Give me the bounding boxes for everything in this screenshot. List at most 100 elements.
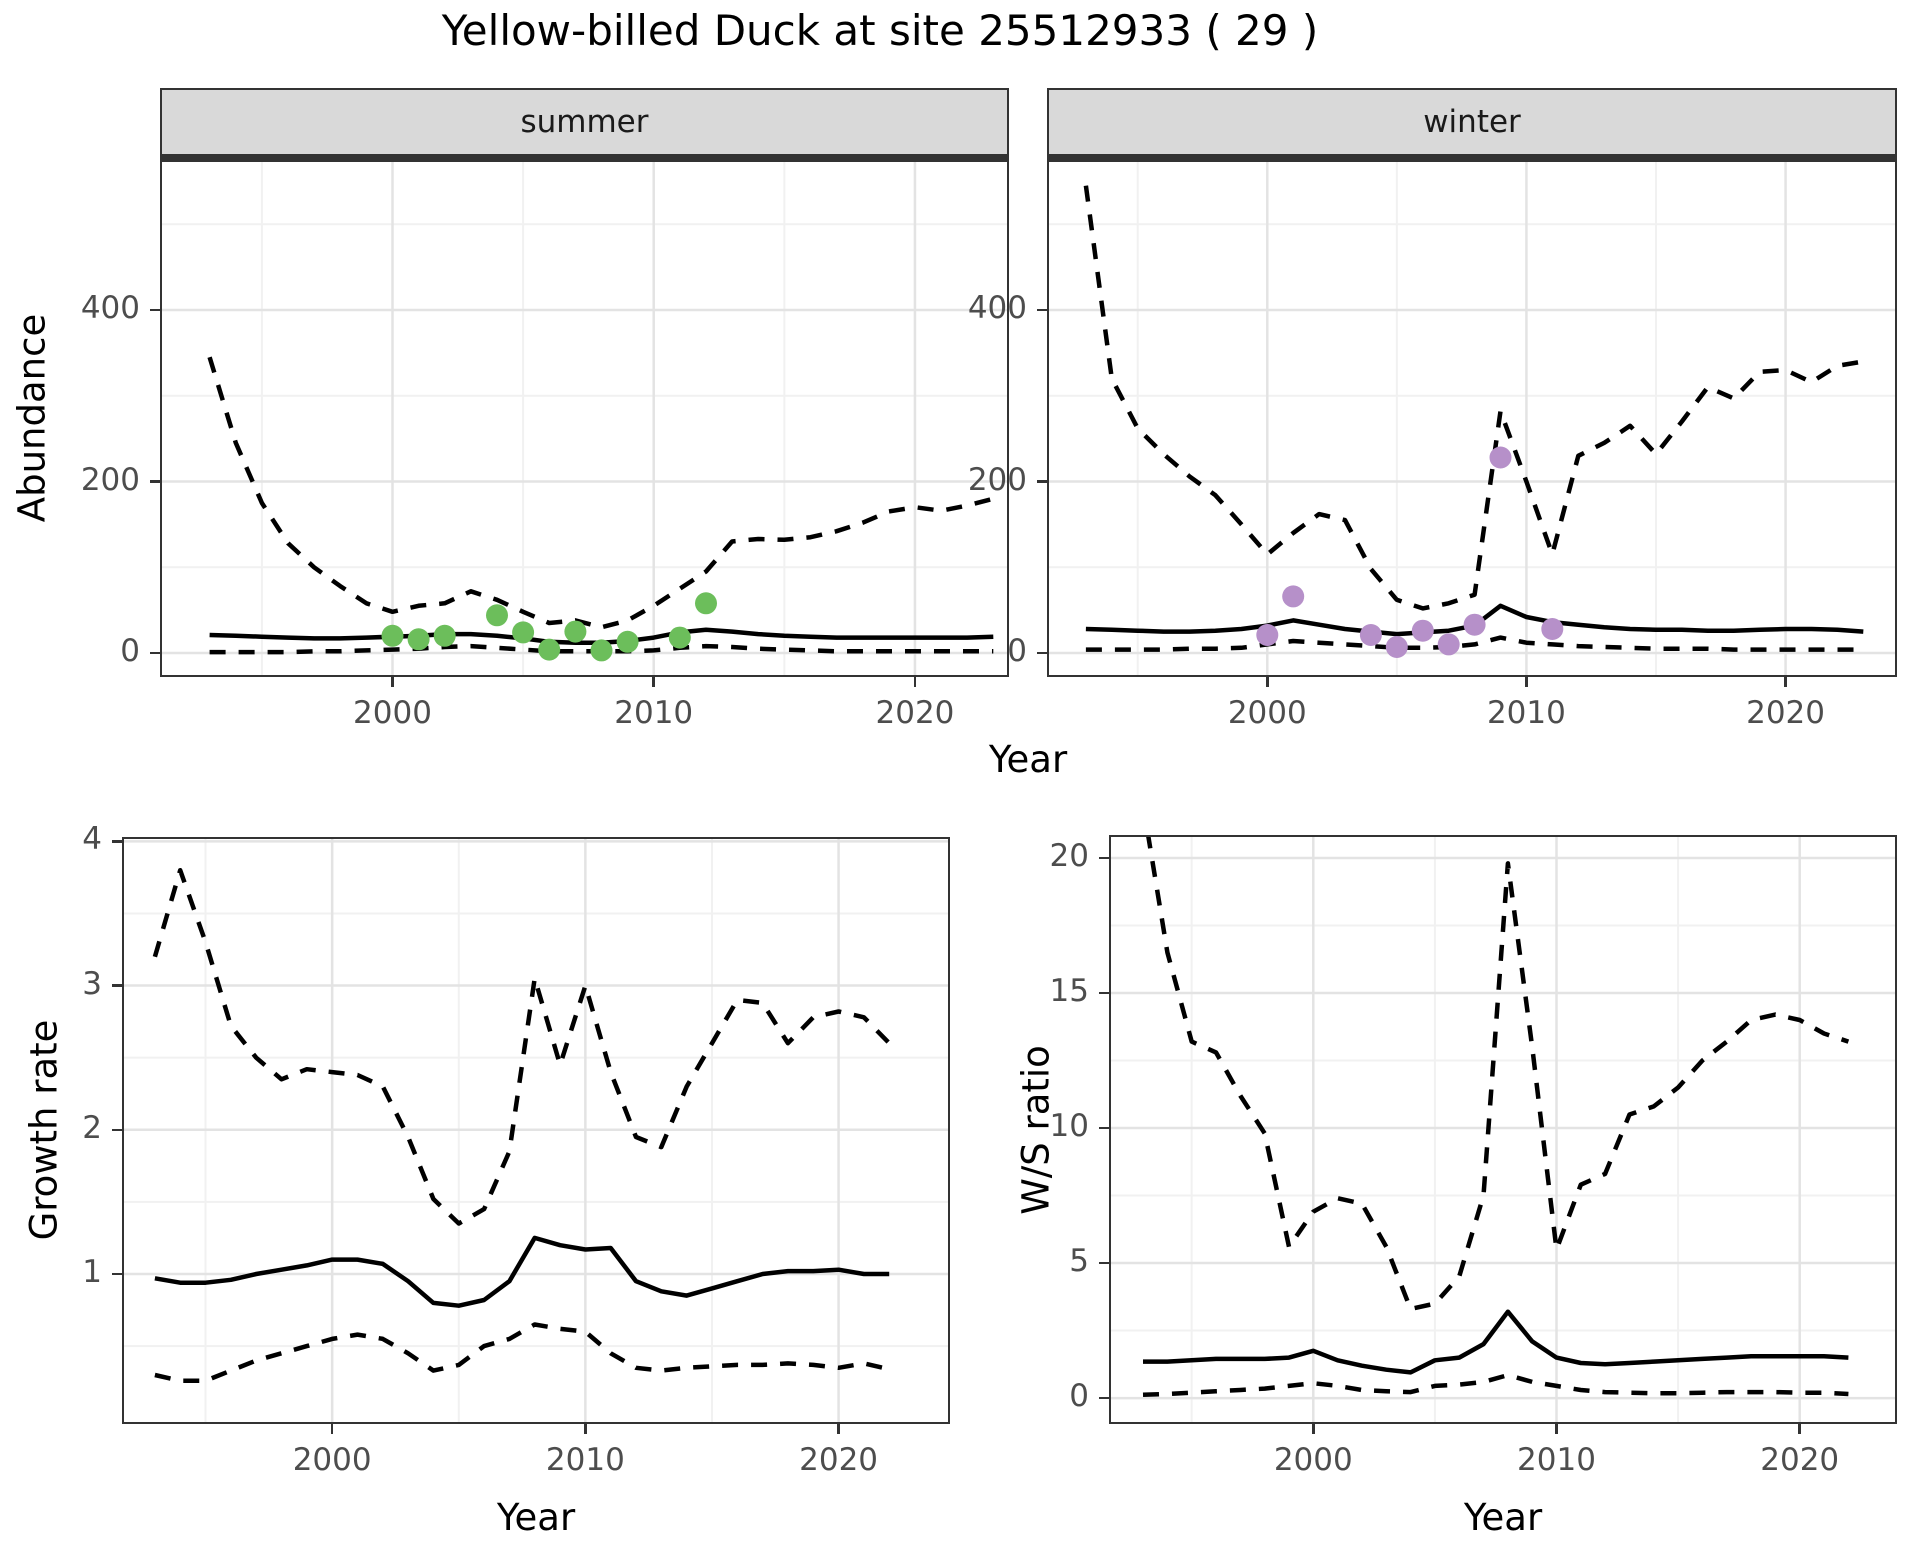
observation-point <box>590 639 613 662</box>
observation-point <box>1541 618 1564 640</box>
y-tick-label: 400 <box>80 290 140 327</box>
observation-point <box>433 624 456 647</box>
y-tick-mark <box>150 651 160 655</box>
x-tick-mark <box>913 677 917 687</box>
x-tick-mark <box>391 677 394 687</box>
growth-rate-upper_ci-line <box>152 867 891 1226</box>
x-tick-mark <box>330 1424 334 1434</box>
y-tick-label: 20 <box>1049 837 1089 874</box>
y-tick-label: 200 <box>80 461 140 498</box>
x-axis-title-year-ws: Year <box>1463 1496 1543 1539</box>
ws-ratio-upper_ci-line <box>1145 835 1850 1312</box>
y-tick-mark <box>112 1272 122 1276</box>
facet-strip-winter-label: winter <box>1423 104 1521 140</box>
y-axis-title-abundance: Abundance <box>10 313 54 523</box>
x-tick-mark <box>652 677 655 687</box>
x-axis-title-year-top: Year <box>988 738 1068 781</box>
y-tick-mark <box>150 480 160 483</box>
y-tick-mark <box>1099 991 1109 995</box>
abundance-winter-upper_ci-line <box>1083 185 1864 611</box>
abundance-summer-plot <box>160 160 1009 677</box>
observation-point <box>512 621 535 644</box>
x-tick-label: 2000 <box>353 695 432 731</box>
gridlines <box>160 160 1009 677</box>
x-tick-label: 2010 <box>1486 695 1566 731</box>
y-tick-label: 3 <box>82 965 102 1002</box>
observation-point <box>486 604 508 627</box>
observation-point <box>564 620 587 643</box>
y-tick-label: 15 <box>1049 972 1089 1009</box>
y-tick-label: 200 <box>967 461 1027 498</box>
gridlines <box>1109 835 1897 1424</box>
y-tick-mark <box>1099 856 1109 860</box>
abundance-summer-panel <box>160 160 1009 677</box>
y-tick-label: 4 <box>82 821 102 858</box>
observation-point <box>1256 624 1279 646</box>
growth-rate-median-line <box>154 1235 890 1308</box>
x-tick-mark <box>1312 1424 1315 1434</box>
x-tick-mark <box>1266 677 1269 687</box>
gridlines <box>1047 160 1897 677</box>
page-title: Yellow-billed Duck at site 25512933 ( 29… <box>441 6 1319 55</box>
observation-point <box>695 592 717 615</box>
y-tick-mark <box>150 308 160 312</box>
facet-strip-summer-label: summer <box>520 104 649 140</box>
y-tick-label: 0 <box>120 632 140 669</box>
x-tick-label: 2020 <box>875 695 955 731</box>
gridlines <box>122 837 950 1424</box>
y-tick-label: 10 <box>1049 1108 1089 1144</box>
ws-ratio-median-line <box>1143 1309 1849 1375</box>
y-tick-mark <box>1037 480 1047 483</box>
y-tick-label: 1 <box>82 1254 102 1290</box>
observation-point <box>538 638 561 661</box>
y-tick-mark <box>112 840 122 843</box>
growth-rate-panel <box>122 837 950 1424</box>
y-tick-mark <box>1099 1261 1109 1265</box>
y-tick-mark <box>1037 651 1047 655</box>
abundance-summer-upper_ci-line <box>207 356 994 630</box>
abundance-winter-lower_ci-line <box>1085 635 1864 652</box>
x-tick-label: 2020 <box>1746 695 1826 731</box>
observation-point <box>1463 613 1486 636</box>
y-tick-label: 0 <box>1069 1378 1089 1415</box>
y-tick-label: 2 <box>82 1109 102 1146</box>
x-tick-label: 2000 <box>292 1442 372 1478</box>
observation-point <box>1489 446 1512 469</box>
observation-point <box>1411 619 1434 642</box>
x-tick-mark <box>584 1424 587 1434</box>
x-tick-label: 2000 <box>1227 695 1307 731</box>
y-tick-mark <box>1099 1396 1109 1400</box>
y-tick-mark <box>1099 1126 1109 1130</box>
x-tick-label: 2010 <box>545 1442 625 1478</box>
abundance-winter-panel <box>1047 160 1897 677</box>
observation-point <box>1385 636 1408 658</box>
observation-point <box>1359 624 1382 646</box>
observation-point <box>407 628 430 651</box>
observation-point <box>616 630 639 653</box>
y-tick-mark <box>112 984 122 987</box>
x-axis-title-year-growth: Year <box>496 1496 576 1539</box>
observation-point <box>1437 633 1460 656</box>
facet-strip-winter: winter <box>1047 88 1897 160</box>
x-tick-label: 2000 <box>1273 1442 1353 1478</box>
x-tick-mark <box>1784 677 1787 687</box>
x-tick-label: 2010 <box>614 695 694 731</box>
y-tick-label: 0 <box>1007 632 1027 669</box>
y-tick-mark <box>112 1128 122 1132</box>
facet-strip-summer: summer <box>160 88 1009 160</box>
growth-rate-lower_ci-line <box>154 1322 890 1383</box>
x-tick-mark <box>837 1424 840 1434</box>
observation-point <box>381 624 404 647</box>
observation-point <box>1282 585 1305 608</box>
abundance-winter-plot <box>1047 160 1897 677</box>
ws-ratio-panel <box>1109 835 1897 1424</box>
ws-ratio-plot <box>1109 835 1897 1424</box>
ws-ratio-lower_ci-line <box>1142 1372 1849 1398</box>
x-tick-label: 2020 <box>1760 1442 1840 1478</box>
x-tick-label: 2010 <box>1517 1442 1596 1478</box>
x-tick-mark <box>1525 677 1528 687</box>
y-tick-mark <box>1037 308 1047 312</box>
x-tick-mark <box>1798 1424 1801 1434</box>
growth-rate-plot <box>122 837 950 1424</box>
